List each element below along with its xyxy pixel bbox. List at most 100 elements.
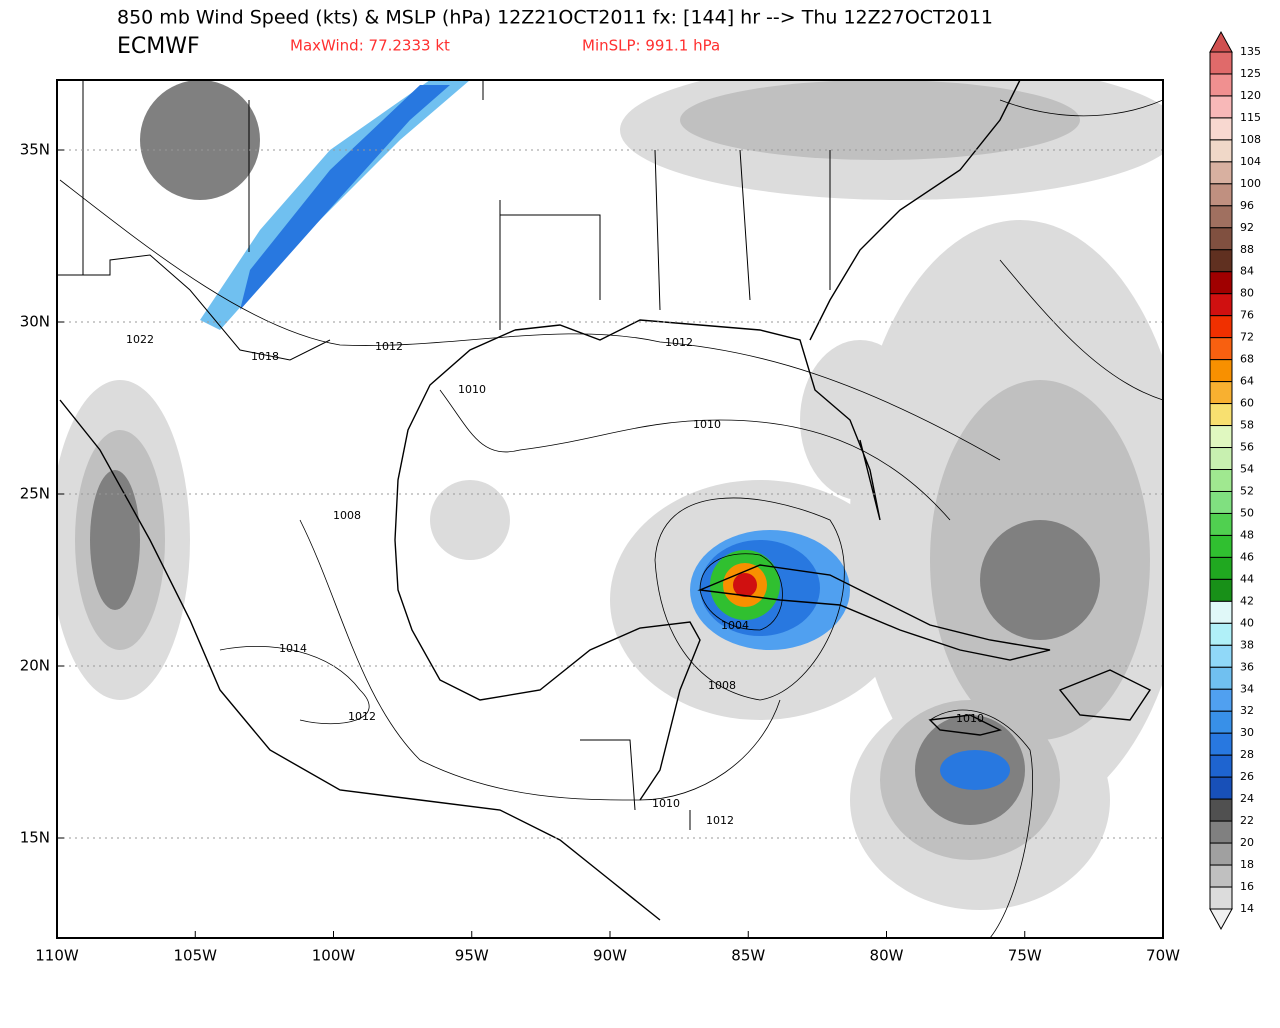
colorbar-label: 108 — [1240, 133, 1261, 146]
colorbar-box — [1209, 622, 1233, 646]
contour-label: 1010 — [458, 383, 486, 396]
colorbar-box — [1209, 73, 1233, 97]
colorbar-label: 64 — [1240, 375, 1254, 388]
colorbar-label: 100 — [1240, 177, 1261, 190]
contour-label: 1014 — [279, 642, 307, 655]
colorbar-box — [1209, 205, 1233, 229]
model-name: ECMWF — [117, 34, 200, 59]
colorbar-label: 68 — [1240, 353, 1254, 366]
colorbar-box — [1209, 556, 1233, 580]
colorbar-label: 46 — [1240, 550, 1254, 563]
colorbar-cap — [1209, 908, 1233, 931]
colorbar-box — [1209, 469, 1233, 492]
colorbar-label: 72 — [1240, 331, 1254, 344]
colorbar-label: 16 — [1240, 880, 1254, 893]
colorbar-label: 24 — [1240, 792, 1254, 805]
colorbar-box — [1209, 249, 1233, 273]
lon-label: 80W — [870, 947, 904, 965]
colorbar-label: 104 — [1240, 155, 1261, 168]
colorbar-box — [1209, 864, 1233, 888]
contour-label: 1012 — [706, 814, 734, 827]
contour-label: 1010 — [652, 797, 680, 810]
colorbar-box — [1209, 139, 1233, 163]
colorbar-box — [1209, 688, 1233, 712]
colorbar-box — [1209, 161, 1233, 185]
lon-label: 75W — [1008, 947, 1042, 965]
colorbar-label: 14 — [1240, 902, 1254, 915]
colorbar-box — [1209, 534, 1233, 558]
colorbar-box — [1209, 776, 1233, 800]
lat-label: 25N — [20, 485, 50, 503]
colorbar-box — [1209, 600, 1233, 624]
colorbar-label: 52 — [1240, 484, 1254, 497]
colorbar-box — [1209, 754, 1233, 778]
colorbar-label: 28 — [1240, 748, 1254, 761]
lat-label: 35N — [20, 141, 50, 159]
colorbar-label: 125 — [1240, 67, 1261, 80]
colorbar-label: 54 — [1240, 463, 1254, 476]
colorbar-label: 60 — [1240, 397, 1254, 410]
lat-label: 20N — [20, 657, 50, 675]
min-slp: MinSLP: 991.1 hPa — [582, 37, 720, 55]
contour-label: 1010 — [956, 712, 984, 725]
colorbar-label: 115 — [1240, 111, 1261, 124]
colorbar-label: 20 — [1240, 836, 1254, 849]
colorbar-label: 42 — [1240, 594, 1254, 607]
colorbar-label: 92 — [1240, 221, 1254, 234]
colorbar-label: 48 — [1240, 528, 1254, 541]
colorbar-label: 22 — [1240, 814, 1254, 827]
contour-label: 1022 — [126, 333, 154, 346]
contour-label: 1004 — [721, 619, 749, 632]
colorbar-label: 36 — [1240, 660, 1254, 673]
colorbar-label: 56 — [1240, 441, 1254, 454]
colorbar-box — [1209, 227, 1233, 251]
colorbar-cap — [1209, 30, 1233, 53]
colorbar-box — [1209, 337, 1233, 361]
colorbar-box — [1209, 842, 1233, 866]
colorbar-label: 58 — [1240, 419, 1254, 432]
contour-label: 1018 — [251, 350, 279, 363]
colorbar-box — [1209, 798, 1233, 822]
colorbar-label: 135 — [1240, 45, 1261, 58]
colorbar-box — [1209, 578, 1233, 602]
lat-label: 30N — [20, 313, 50, 331]
colorbar-box — [1209, 95, 1233, 119]
colorbar-box — [1209, 886, 1233, 910]
colorbar-box — [1209, 183, 1233, 207]
contour-label: 1008 — [708, 679, 736, 692]
colorbar-box — [1209, 293, 1233, 317]
colorbar-label: 76 — [1240, 309, 1254, 322]
lon-label: 100W — [312, 947, 356, 965]
colorbar-label: 84 — [1240, 265, 1254, 278]
colorbar-box — [1209, 820, 1233, 844]
lon-label: 85W — [731, 947, 765, 965]
colorbar-box — [1209, 381, 1233, 405]
lon-label: 95W — [455, 947, 489, 965]
contour-label: 1012 — [348, 710, 376, 723]
colorbar-box — [1209, 117, 1233, 141]
colorbar-label: 32 — [1240, 704, 1254, 717]
contour-label: 1012 — [665, 336, 693, 349]
colorbar-box — [1209, 512, 1233, 536]
colorbar-label: 34 — [1240, 682, 1254, 695]
colorbar-label: 88 — [1240, 243, 1254, 256]
colorbar-label: 26 — [1240, 770, 1254, 783]
colorbar-box — [1209, 403, 1233, 427]
colorbar-box — [1209, 644, 1233, 668]
colorbar-box — [1209, 447, 1233, 471]
contour-label: 1008 — [333, 509, 361, 522]
colorbar-box — [1209, 425, 1233, 449]
colorbar-box — [1209, 359, 1233, 383]
lon-label: 70W — [1146, 947, 1180, 965]
colorbar-box — [1209, 732, 1233, 756]
colorbar-box — [1209, 710, 1233, 734]
colorbar-label: 18 — [1240, 858, 1254, 871]
colorbar-label: 40 — [1240, 616, 1254, 629]
colorbar-box — [1209, 315, 1233, 339]
map-area: 1022 1018 1012 1010 1012 1010 1008 1004 … — [57, 80, 1163, 938]
map-title: 850 mb Wind Speed (kts) & MSLP (hPa) 12Z… — [117, 7, 993, 29]
lon-label: 110W — [35, 947, 79, 965]
colorbar-box — [1209, 666, 1233, 690]
lon-label: 90W — [593, 947, 627, 965]
